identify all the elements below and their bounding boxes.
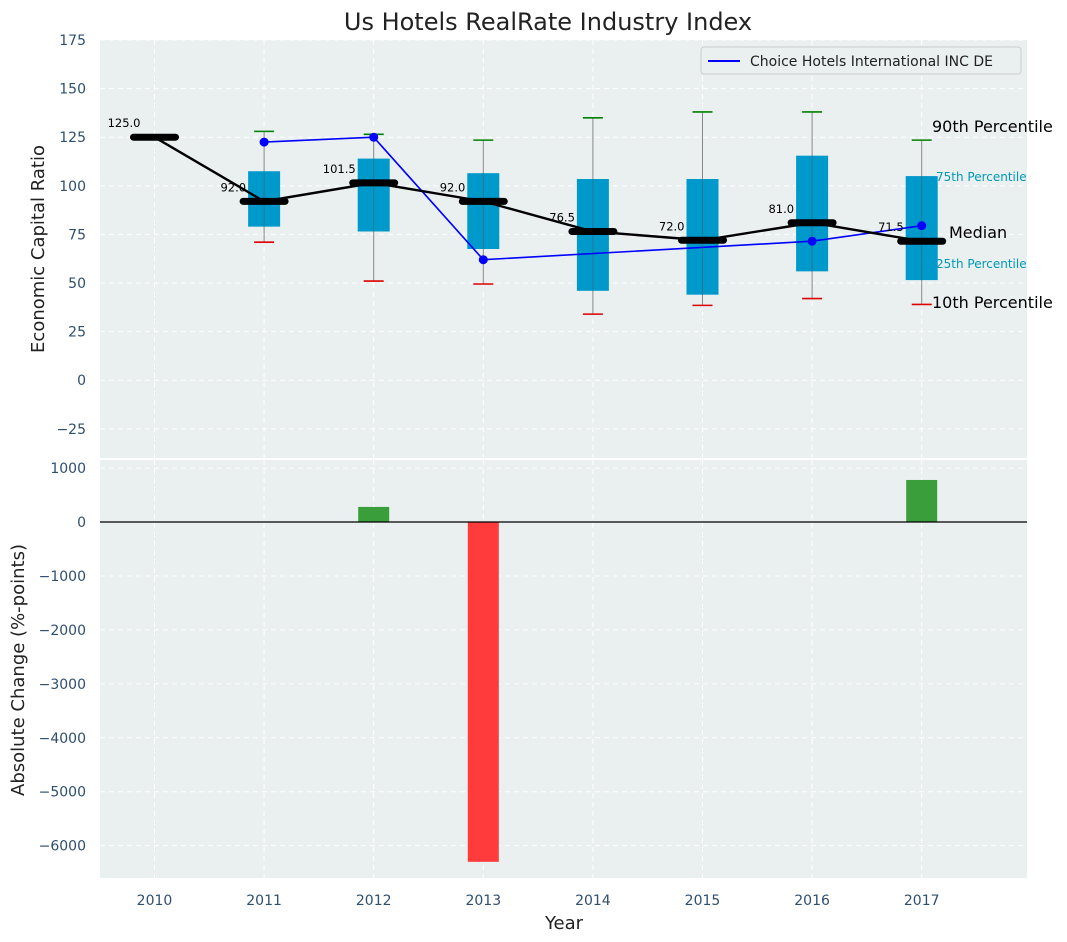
top-y-tick-label: 100 — [59, 179, 86, 195]
median-value-label: 92.0 — [220, 180, 246, 194]
bottom-y-tick-label: −6000 — [39, 839, 86, 855]
bottom-plot-area — [100, 460, 1027, 878]
bar-2017 — [906, 479, 938, 523]
x-tick-label: 2014 — [575, 893, 611, 909]
median-value-label: 125.0 — [108, 116, 141, 130]
top-y-axis-label: Economic Capital Ratio — [28, 145, 49, 353]
bars — [358, 479, 938, 862]
top-y-tick-label: −25 — [56, 422, 86, 438]
annotation-median: Median — [949, 223, 1007, 242]
bottom-y-tick-label: −2000 — [39, 623, 86, 639]
x-tick-label: 2012 — [356, 893, 392, 909]
legend: Choice Hotels International INC DE — [700, 46, 1022, 75]
top-y-tick-label: 125 — [59, 130, 86, 146]
chart-title: Us Hotels RealRate Industry Index — [344, 8, 752, 36]
x-tick-label: 2011 — [246, 893, 282, 909]
bottom-y-tick-label: 0 — [77, 515, 86, 531]
company-series — [259, 132, 927, 265]
bottom-y-ticks: −6000 −5000 −4000 −3000 −2000 −1000 0 1000 — [39, 461, 86, 855]
median-value-label: 71.5 — [878, 220, 904, 234]
bottom-y-tick-label: −5000 — [39, 785, 86, 801]
x-axis-label: Year — [544, 913, 584, 934]
company-point — [369, 132, 379, 142]
median-value-label: 72.0 — [659, 219, 685, 233]
top-y-tick-label: 50 — [68, 276, 86, 292]
top-y-tick-label: 75 — [68, 227, 86, 243]
median-value-label: 76.5 — [549, 211, 575, 225]
top-y-ticks: −25 0 25 50 75 100 125 150 175 — [56, 33, 86, 438]
bottom-y-tick-label: −3000 — [39, 677, 86, 693]
top-y-tick-label: 25 — [68, 325, 86, 341]
medians — [130, 133, 947, 245]
bar-2013 — [467, 522, 499, 862]
median-labels: 125.0 92.0 101.5 92.0 76.5 72.0 81.0 71.5 — [108, 116, 904, 234]
median-value-label: 81.0 — [768, 202, 794, 216]
bar-2012 — [358, 506, 390, 523]
legend-box — [700, 46, 1022, 75]
legend-label: Choice Hotels International INC DE — [750, 54, 993, 70]
annotation-75th-percentile: 75th Percentile — [936, 170, 1027, 184]
bottom-y-axis-label: Absolute Change (%-points) — [8, 544, 29, 796]
bottom-y-tick-label: 1000 — [50, 461, 86, 477]
x-tick-label: 2015 — [685, 893, 721, 909]
company-point — [259, 137, 269, 147]
median-value-label: 92.0 — [440, 180, 466, 194]
x-tick-label: 2013 — [465, 893, 501, 909]
bottom-y-tick-label: −1000 — [39, 569, 86, 585]
median-value-label: 101.5 — [323, 162, 356, 176]
company-point — [478, 255, 488, 265]
top-y-tick-label: 150 — [59, 82, 86, 98]
bottom-panel: −6000 −5000 −4000 −3000 −2000 −1000 0 1000 2010… — [8, 460, 1027, 934]
company-point — [807, 236, 817, 246]
top-y-tick-label: 0 — [77, 373, 86, 389]
x-tick-label: 2016 — [794, 893, 830, 909]
annotation-10th-percentile: 10th Percentile — [932, 293, 1053, 312]
x-ticks: 2010 2011 2012 2013 2014 2015 2016 2017 — [137, 893, 940, 909]
annotation-90th-percentile: 90th Percentile — [932, 117, 1053, 136]
top-panel: −25 0 25 50 75 100 125 150 175 Economic Capital … — [28, 33, 1053, 458]
top-y-tick-label: 175 — [59, 33, 86, 49]
company-point — [917, 221, 927, 231]
percentile-annotations: 90th Percentile 75th Percentile Median 2… — [932, 117, 1053, 312]
x-tick-label: 2017 — [904, 893, 940, 909]
x-tick-label: 2010 — [137, 893, 173, 909]
top-plot-area — [100, 40, 1027, 458]
bottom-y-tick-label: −4000 — [39, 731, 86, 747]
annotation-25th-percentile: 25th Percentile — [936, 257, 1027, 271]
